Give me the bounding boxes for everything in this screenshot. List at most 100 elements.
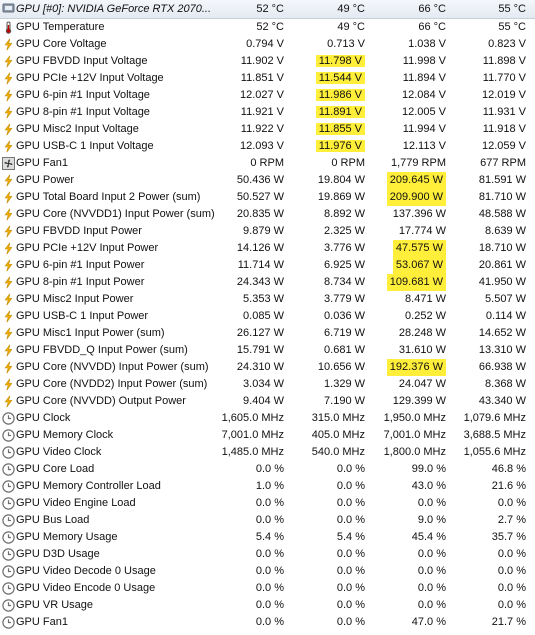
sensor-value-current: 11.714 W (238, 257, 284, 274)
sensor-label: GPU Memory Clock (16, 429, 114, 441)
voltage-icon (2, 89, 15, 102)
sensor-value-max: 1,779 RPM (391, 155, 446, 172)
sensor-value-current: 0.085 W (243, 308, 284, 325)
sensor-value-min: 8.734 W (324, 274, 365, 291)
sensor-value-avg: 21.6 % (492, 478, 526, 495)
header-max: 66 °C (418, 3, 446, 15)
sensor-row[interactable]: GPU Video Decode 0 Usage 0.0 % 0.0 % 0.0 % 0… (0, 563, 535, 580)
sensor-row[interactable]: GPU USB-C 1 Input Power 0.085 W 0.036 W 0.2… (0, 308, 535, 325)
sensor-value-max: 45.4 % (412, 529, 446, 546)
gpu-header-row[interactable]: GPU [#0]: NVIDIA GeForce RTX 2070... 52 … (0, 0, 535, 19)
sensor-value-current: 11.922 V (241, 121, 284, 138)
sensor-row[interactable]: GPU Core Voltage 0.794 V 0.713 V 1.038 V 0.8… (0, 36, 535, 53)
sensor-value-text: 41.950 W (478, 276, 526, 288)
clock-icon (2, 446, 15, 459)
sensor-label: GPU D3D Usage (16, 548, 100, 560)
sensor-row[interactable]: GPU Temperature 52 °C 49 °C 66 °C 55 °C (0, 19, 535, 36)
sensor-row[interactable]: GPU Misc2 Input Voltage 11.922 V 11.855 V 1… (0, 121, 535, 138)
sensor-value-max: 24.047 W (399, 376, 446, 393)
sensor-value-text: 0.0 % (336, 616, 365, 628)
gpu-expand-icon[interactable] (2, 2, 15, 15)
sensor-row[interactable]: GPU Memory Usage 5.4 % 5.4 % 45.4 % 35.7 % (0, 529, 535, 546)
sensor-value-current: 24.343 W (237, 274, 284, 291)
sensor-value-min: 11.986 V (315, 87, 365, 104)
sensor-row[interactable]: GPU Fan1 0.0 % 0.0 % 47.0 % 21.7 % (0, 614, 535, 631)
sensor-row[interactable]: GPU USB-C 1 Input Voltage 12.093 V 11.976 … (0, 138, 535, 155)
sensor-value-text: 8.734 W (324, 276, 365, 288)
clock-icon (2, 497, 15, 510)
sensor-row[interactable]: GPU Core (NVDD2) Input Power (sum) 3.034 … (0, 376, 535, 393)
sensor-value-text: 0.252 W (405, 310, 446, 322)
sensor-row[interactable]: GPU 6-pin #1 Input Voltage 12.027 V 11.986… (0, 87, 535, 104)
sensor-value-text: 11.931 V (482, 106, 526, 118)
sensor-row[interactable]: GPU VR Usage 0.0 % 0.0 % 0.0 % 0.0 % (0, 597, 535, 614)
sensor-row[interactable]: GPU Clock 1,605.0 MHz 315.0 MHz 1,950.0 MHz… (0, 410, 535, 427)
sensor-row[interactable]: GPU PCIe +12V Input Power 14.126 W 3.776 W… (0, 240, 535, 257)
sensor-value-text: 1,605.0 MHz (221, 412, 284, 424)
sensor-value-avg: 12.059 V (482, 138, 526, 155)
sensor-value-text: 24.047 W (398, 378, 446, 390)
header-min: 49 °C (337, 3, 365, 15)
sensor-row[interactable]: GPU Misc2 Input Power 5.353 W 3.779 W 8.471… (0, 291, 535, 308)
sensor-label: GPU 8-pin #1 Input Power (16, 276, 145, 288)
sensor-row[interactable]: GPU Power 50.436 W 19.804 W 209.645 W 81.591… (0, 172, 535, 189)
sensor-row[interactable]: GPU Video Engine Load 0.0 % 0.0 % 0.0 % 0.0 … (0, 495, 535, 512)
sensor-row[interactable]: GPU D3D Usage 0.0 % 0.0 % 0.0 % 0.0 % (0, 546, 535, 563)
sensor-value-max: 129.399 W (393, 393, 446, 410)
sensor-value-avg: 1,055.6 MHz (464, 444, 526, 461)
sensor-label: GPU Misc2 Input Power (16, 293, 134, 305)
sensor-value-max: 28.248 W (399, 325, 446, 342)
sensor-row[interactable]: GPU PCIe +12V Input Voltage 11.851 V 11.54… (0, 70, 535, 87)
sensor-label: GPU Total Board Input 2 Power (sum) (16, 191, 201, 203)
sensor-value-text: 0.0 % (336, 565, 365, 577)
sensor-value-min: 19.804 W (318, 172, 365, 189)
sensor-value-text: 12.019 V (481, 89, 526, 101)
sensor-value-text: 11.770 V (482, 72, 526, 84)
sensor-value-avg: 18.710 W (479, 240, 526, 257)
sensor-row[interactable]: GPU Fan1 0 RPM 0 RPM 1,779 RPM 677 RPM (0, 155, 535, 172)
sensor-label: GPU FBVDD_Q Input Power (sum) (16, 344, 188, 356)
sensor-value-max: 17.774 W (399, 223, 446, 240)
sensor-row[interactable]: GPU Memory Clock 7,001.0 MHz 405.0 MHz 7,00… (0, 427, 535, 444)
sensor-row[interactable]: GPU Misc1 Input Power (sum) 26.127 W 6.719… (0, 325, 535, 342)
sensor-value-avg: 11.898 V (483, 53, 526, 70)
sensor-value-current: 0.0 % (256, 512, 284, 529)
sensor-row[interactable]: GPU Total Board Input 2 Power (sum) 50.52… (0, 189, 535, 206)
sensor-row[interactable]: GPU Memory Controller Load 1.0 % 0.0 % 43.0… (0, 478, 535, 495)
sensor-row[interactable]: GPU FBVDD Input Power 9.879 W 2.325 W 17.77… (0, 223, 535, 240)
sensor-value-text: 11.921 V (240, 106, 284, 118)
sensor-row[interactable]: GPU Video Encode 0 Usage 0.0 % 0.0 % 0.0 % 0… (0, 580, 535, 597)
sensor-row[interactable]: GPU 8-pin #1 Input Voltage 11.921 V 11.891… (0, 104, 535, 121)
sensor-row[interactable]: GPU Core (NVVDD1) Input Power (sum) 20.83… (0, 206, 535, 223)
sensor-value-text: 66 °C (418, 21, 446, 33)
power-icon (2, 242, 15, 255)
sensor-value-max: 12.084 V (402, 87, 446, 104)
sensor-value-text: 0.0 % (255, 514, 284, 526)
sensor-row[interactable]: GPU 8-pin #1 Input Power 24.343 W 8.734 W 1… (0, 274, 535, 291)
sensor-value-text: 1.038 V (408, 38, 446, 50)
clock-icon (2, 429, 15, 442)
sensor-value-avg: 2.7 % (498, 512, 526, 529)
sensor-value-min: 10.656 W (318, 359, 365, 376)
sensor-value-min: 0.0 % (337, 461, 365, 478)
sensor-row[interactable]: GPU Core (NVVDD) Input Power (sum) 24.310… (0, 359, 535, 376)
sensor-value-avg: 5.507 W (485, 291, 526, 308)
sensor-value-text: 209.900 W (386, 189, 446, 206)
sensor-value-text: 0.0 % (417, 497, 446, 509)
sensor-value-avg: 8.368 W (485, 376, 526, 393)
sensor-row[interactable]: GPU Core (NVVDD) Output Power 9.404 W 7.19… (0, 393, 535, 410)
sensor-row[interactable]: GPU Core Load 0.0 % 0.0 % 99.0 % 46.8 % (0, 461, 535, 478)
sensor-row[interactable]: GPU FBVDD Input Voltage 11.902 V 11.798 V 1… (0, 53, 535, 70)
sensor-value-text: 12.093 V (239, 140, 284, 152)
sensor-value-current: 50.527 W (237, 189, 284, 206)
sensor-row[interactable]: GPU Video Clock 1,485.0 MHz 540.0 MHz 1,800… (0, 444, 535, 461)
sensor-value-current: 12.027 V (240, 87, 284, 104)
sensor-value-text: 9.879 W (243, 225, 284, 237)
sensor-value-text: 14.126 W (236, 242, 284, 254)
sensor-row[interactable]: GPU Bus Load 0.0 % 0.0 % 9.0 % 2.7 % (0, 512, 535, 529)
sensor-row[interactable]: GPU 6-pin #1 Input Power 11.714 W 6.925 W 5… (0, 257, 535, 274)
sensor-value-text: 1,485.0 MHz (221, 446, 284, 458)
sensor-row[interactable]: GPU FBVDD_Q Input Power (sum) 15.791 W 0.6… (0, 342, 535, 359)
voltage-icon (2, 55, 15, 68)
sensor-label: GPU Core (NVVDD) Input Power (sum) (16, 361, 209, 373)
